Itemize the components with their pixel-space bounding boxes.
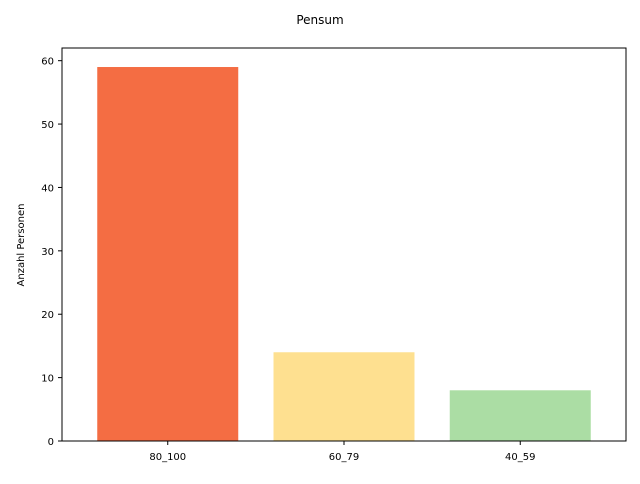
- x-tick-label-60_79: 60_79: [329, 452, 359, 463]
- y-tick-label-40: 40: [41, 183, 54, 194]
- y-tick-label-10: 10: [41, 374, 54, 385]
- bars-layer: [97, 67, 591, 442]
- y-axis-label: Anzahl Personen: [16, 204, 27, 287]
- ticks-layer: 80_100 60_79 40_59 0 10 20 30 40 50 60: [41, 57, 535, 463]
- y-tick-label-20: 20: [41, 310, 54, 321]
- bar-80_100: [97, 67, 239, 442]
- y-tick-label-30: 30: [41, 247, 54, 258]
- y-tick-label-0: 0: [48, 437, 54, 448]
- chart-title: Pensum: [296, 13, 343, 27]
- bar-40_59: [449, 390, 591, 441]
- x-tick-label-40_59: 40_59: [505, 452, 535, 463]
- x-tick-label-80_100: 80_100: [149, 452, 186, 463]
- plot-frame: [61, 47, 627, 442]
- bar-60_79: [273, 352, 415, 441]
- y-tick-label-60: 60: [41, 57, 54, 68]
- y-tick-label-50: 50: [41, 120, 54, 131]
